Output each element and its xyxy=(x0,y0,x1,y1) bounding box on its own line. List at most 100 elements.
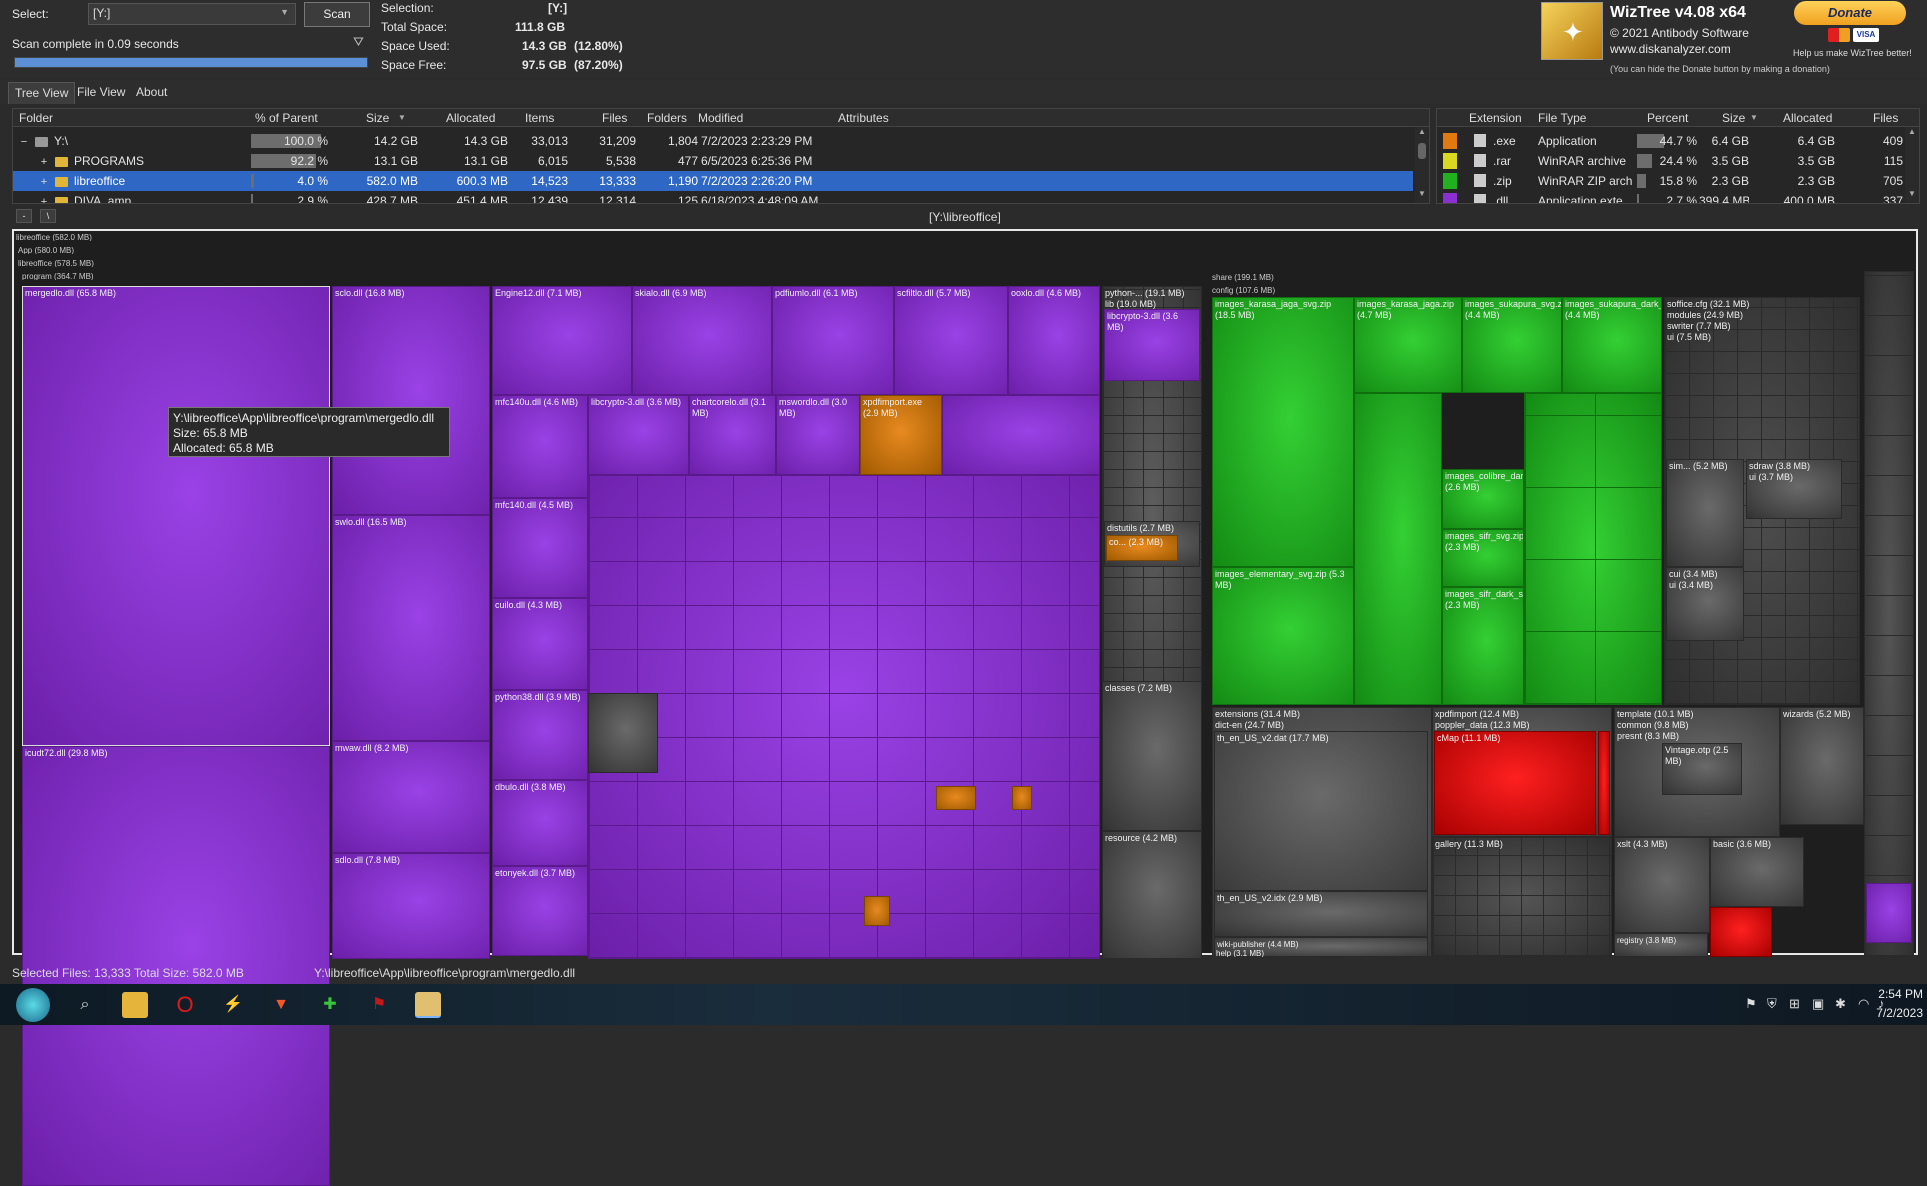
block-basic[interactable]: basic (3.6 MB) xyxy=(1710,837,1804,907)
scroll-up-icon[interactable]: ▲ xyxy=(1908,127,1916,136)
block-share-right[interactable] xyxy=(1864,271,1914,957)
tree-row[interactable]: + PROGRAMS 92.2 % 13.1 GB 13.1 GB 6,015 5,538 4… xyxy=(13,151,1413,171)
block-purple-small[interactable] xyxy=(1866,883,1912,943)
crumb-app[interactable]: App (580.0 MB) xyxy=(18,246,75,254)
block-green-misc[interactable] xyxy=(1354,393,1442,705)
block-libcrypto[interactable]: libcrypto-3.dll (3.6 MB) xyxy=(588,395,689,475)
block-etonyek[interactable]: etonyek.dll (3.7 MB) xyxy=(492,866,588,956)
block-mswordlo[interactable]: mswordlo.dll (3.0 MB) xyxy=(776,395,860,475)
block-wiki-publisher[interactable]: wiki-publisher (4.4 MB) xyxy=(1214,937,1428,957)
donate-button[interactable]: Donate xyxy=(1794,1,1906,25)
block-cuilo[interactable]: cuilo.dll (4.3 MB) xyxy=(492,598,588,690)
block-xpdfimport-exe[interactable]: xpdfimport.exe (2.9 MB) xyxy=(860,395,942,475)
block-help[interactable]: help (3.1 MB) xyxy=(1216,949,1265,957)
wifi-icon[interactable]: ◠ xyxy=(1858,996,1870,1011)
block-red-small[interactable] xyxy=(1710,907,1772,957)
ext-row[interactable]: .dll Application exte 2.7 % 399.4 MB 400.0 M… xyxy=(1437,191,1907,203)
block-share[interactable]: share (199.1 MB) xyxy=(1212,273,1274,282)
expand-icon[interactable]: + xyxy=(40,176,48,188)
block-program-misc[interactable] xyxy=(942,395,1100,475)
bluetooth-icon[interactable]: ✱ xyxy=(1835,996,1846,1011)
col-attributes[interactable]: Attributes xyxy=(838,111,889,125)
start-icon[interactable] xyxy=(16,988,50,1022)
block-orange-exe-2[interactable] xyxy=(1012,786,1032,810)
scan-button[interactable]: Scan xyxy=(304,2,370,27)
block-python38[interactable]: python38.dll (3.9 MB) xyxy=(492,690,588,780)
block-mwaw[interactable]: mwaw.dll (8.2 MB) xyxy=(332,741,490,853)
block-mergedlo[interactable]: mergedlo.dll (65.8 MB) xyxy=(22,286,330,746)
block-mfc140u[interactable]: mfc140u.dll (4.6 MB) xyxy=(492,395,588,498)
ext-scrollbar[interactable]: ▲ ▼ xyxy=(1905,127,1919,203)
col-ext-allocated[interactable]: Allocated xyxy=(1783,111,1833,125)
block-sim[interactable]: sim... (5.2 MB) xyxy=(1666,459,1744,567)
block-pdfiumlo[interactable]: pdfiumlo.dll (6.1 MB) xyxy=(772,286,894,395)
block-registry[interactable]: registry (3.8 MB) xyxy=(1614,933,1708,957)
clock-date[interactable]: 7/2/2023 xyxy=(1876,1006,1923,1020)
scroll-thumb[interactable] xyxy=(1418,143,1426,159)
ext-row[interactable]: .zip WinRAR ZIP arch 15.8 % 2.3 GB 2.3 GB 705 xyxy=(1437,171,1907,191)
block-libcrypto-python[interactable]: libcrypto-3.dll (3.6 MB) xyxy=(1104,309,1200,381)
tab-file-view[interactable]: File View xyxy=(77,85,126,99)
drive-select[interactable]: [Y:] ▼ xyxy=(88,3,296,25)
crumb-program[interactable]: program (364.7 MB) xyxy=(22,272,94,280)
col-folder[interactable]: Folder xyxy=(19,111,54,125)
block-sdraw[interactable]: sdraw (3.8 MB) ui (3.7 MB) xyxy=(1746,459,1842,519)
block-sukapura-dark[interactable]: images_sukapura_dark_ (4.4 MB) xyxy=(1562,297,1662,393)
block-dbulo[interactable]: dbulo.dll (3.8 MB) xyxy=(492,780,588,866)
gpu-icon[interactable]: ▣ xyxy=(1812,996,1825,1011)
block-cui[interactable]: cui (3.4 MB) ui (3.4 MB) xyxy=(1666,567,1744,641)
block-colibre[interactable]: images_colibre_dar (2.6 MB) xyxy=(1442,469,1524,529)
block-karasa-svg[interactable]: images_karasa_jaga_svg.zip (18.5 MB) xyxy=(1212,297,1354,567)
scroll-down-icon[interactable]: ▼ xyxy=(1908,189,1916,198)
up-folder-button[interactable]: \ xyxy=(40,209,56,223)
block-small-dlls[interactable] xyxy=(588,475,1100,959)
block-th-dat[interactable]: th_en_US_v2.dat (17.7 MB) xyxy=(1214,731,1428,891)
block-sukapura-svg[interactable]: images_sukapura_svg.zi (4.4 MB) xyxy=(1462,297,1562,393)
shield-icon[interactable]: ⛨ xyxy=(1767,996,1777,1011)
filter-icon[interactable]: ⛛ xyxy=(353,34,364,49)
col-ext-size[interactable]: Size xyxy=(1722,111,1746,125)
expand-icon[interactable]: + xyxy=(40,156,48,168)
block-cmap-2[interactable] xyxy=(1598,731,1610,835)
tree-row[interactable]: + libreoffice 4.0 % 582.0 MB 600.3 MB 14,523 1… xyxy=(13,171,1413,191)
block-ooxlo[interactable]: ooxlo.dll (4.6 MB) xyxy=(1008,286,1100,395)
tab-tree-view[interactable]: Tree View xyxy=(8,82,76,104)
block-co[interactable]: co... (2.3 MB) xyxy=(1106,535,1178,561)
opera-icon[interactable]: O xyxy=(176,992,194,1017)
brave-icon[interactable]: ▼ xyxy=(273,996,289,1013)
scroll-up-icon[interactable]: ▲ xyxy=(1418,127,1426,136)
pdf-icon[interactable]: ⚑ xyxy=(371,996,387,1013)
block-cmap[interactable]: cMap (11.1 MB) xyxy=(1434,731,1596,835)
block-resource[interactable]: resource (4.2 MB) xyxy=(1102,831,1202,959)
block-orange-exe-3[interactable] xyxy=(864,896,890,926)
grid-icon[interactable]: ⊞ xyxy=(1789,996,1800,1011)
website-link[interactable]: www.diskanalyzer.com xyxy=(1610,42,1731,56)
zoom-out-button[interactable]: - xyxy=(16,209,32,223)
block-classes[interactable]: classes (7.2 MB) xyxy=(1102,681,1202,831)
block-mfc140[interactable]: mfc140.dll (4.5 MB) xyxy=(492,498,588,598)
crumb-libreoffice[interactable]: libreoffice (582.0 MB) xyxy=(16,233,92,241)
flag-icon[interactable]: ⚑ xyxy=(1745,996,1757,1011)
tool-icon[interactable]: ✚ xyxy=(323,996,337,1013)
block-vintage[interactable]: Vintage.otp (2.5 MB) xyxy=(1662,743,1742,795)
block-chartcorelo[interactable]: chartcorelo.dll (3.1 MB) xyxy=(689,395,776,475)
chevron-down-icon[interactable]: ▼ xyxy=(280,7,289,17)
ext-row[interactable]: .exe Application 44.7 % 6.4 GB 6.4 GB 409 xyxy=(1437,131,1907,151)
block-elementary-svg[interactable]: images_elementary_svg.zip (5.3 MB) xyxy=(1212,567,1354,705)
block-scfiltlo[interactable]: scfiltlo.dll (5.7 MB) xyxy=(894,286,1008,395)
block-sdlo[interactable]: sdlo.dll (7.8 MB) xyxy=(332,853,490,959)
block-wizards[interactable]: wizards (5.2 MB) xyxy=(1780,707,1864,825)
crumb-libreoffice-inner[interactable]: libreoffice (578.5 MB) xyxy=(18,259,94,267)
block-config[interactable]: config (107.6 MB) xyxy=(1212,286,1276,295)
block-sifr-dark[interactable]: images_sifr_dark_s (2.3 MB) xyxy=(1442,587,1524,705)
tree-row[interactable]: − Y:\ 100.0 % 14.2 GB 14.3 GB 33,013 31,209 1,8… xyxy=(13,131,1413,151)
collapse-icon[interactable]: − xyxy=(20,136,28,148)
col-pct-parent[interactable]: % of Parent xyxy=(255,111,318,125)
col-size[interactable]: Size xyxy=(366,111,390,125)
block-th-idx[interactable]: th_en_US_v2.idx (2.9 MB) xyxy=(1214,891,1428,937)
tree-row[interactable]: + DIVA_amp 2.9 % 428.7 MB 451.4 MB 12,439 12,3… xyxy=(13,191,1413,203)
col-allocated[interactable]: Allocated xyxy=(446,111,496,125)
block-gray-file[interactable] xyxy=(588,693,658,773)
block-gallery[interactable]: gallery (11.3 MB) xyxy=(1432,837,1612,957)
col-extension[interactable]: Extension xyxy=(1469,111,1522,125)
